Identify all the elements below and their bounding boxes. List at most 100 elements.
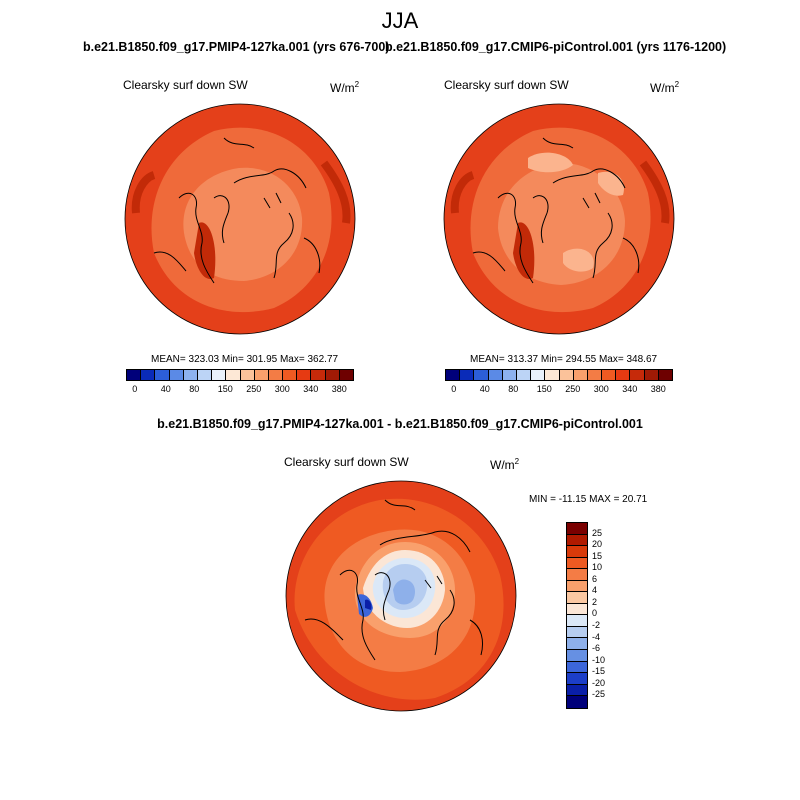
colorbar-tick-label: 10 [592,562,603,573]
colorbar-swatch [446,370,461,380]
colorbar-swatch [567,569,587,581]
colorbar-tick-label: 300 [274,384,290,394]
colorbar-swatch [325,370,340,380]
colorbar-swatch [531,370,546,380]
colorbar-tick-label: -4 [592,631,601,642]
panel2-case-title: b.e21.B1850.f09_g17.CMIP6-piControl.001 … [385,40,727,54]
colorbar-swatch [567,592,587,604]
colorbar-tick-label: 2 [592,596,598,607]
colorbar-tick-label: 40 [160,384,171,394]
diff-colorbar-swatches [566,522,588,709]
colorbar-swatch [587,370,603,380]
diff-variable-label: Clearsky surf down SW [284,455,409,469]
panel2-colorbar-ticks: 0 40 80 150 250 300 340 380 [445,381,673,394]
colorbar-swatch [339,370,353,380]
colorbar-swatch [567,626,587,639]
colorbar-tick-label: 300 [593,384,609,394]
colorbar-swatch [169,370,184,380]
colorbar-swatch [567,523,587,535]
colorbar-tick-label: 20 [592,539,603,550]
diff-colorbar [566,522,588,709]
diff-colorbar-labels: 25 20 15 10 6 4 2 0 -2 -4 -6 -10 -15 -20 -25 [592,522,622,712]
colorbar-swatch [311,370,326,380]
colorbar-swatch [460,370,475,380]
colorbar-tick-label: -10 [592,654,606,665]
colorbar-tick-label: 340 [622,384,638,394]
colorbar-tick-label: 40 [479,384,490,394]
colorbar-swatch [602,370,617,380]
colorbar-swatch [212,370,227,380]
colorbar-swatch [567,650,587,662]
panel2-polar-map [443,103,675,335]
colorbar-tick-label: 340 [303,384,319,394]
colorbar-tick-label: 15 [592,550,603,561]
panel1-colorbar-ticks: 0 40 80 150 250 300 340 380 [126,381,354,394]
colorbar-swatch [254,370,269,380]
panel2-stats: MEAN= 313.37 Min= 294.55 Max= 348.67 [470,354,658,365]
colorbar-tick-label: 0 [592,608,598,619]
colorbar-swatch [502,370,517,380]
colorbar-swatch [488,370,503,380]
colorbar-swatch [658,370,672,380]
colorbar-tick-label: 150 [217,384,233,394]
panel2-variable-label: Clearsky surf down SW [444,78,569,92]
colorbar-swatch [474,370,489,380]
diff-polar-map [285,480,517,712]
panel2-colorbar: 0 40 80 150 250 300 340 380 [445,369,673,394]
panel1-variable-label: Clearsky surf down SW [123,78,248,92]
colorbar-tick-label: -6 [592,643,601,654]
colorbar-swatch [545,370,560,380]
colorbar-swatch [573,370,588,380]
colorbar-swatch [516,370,532,380]
colorbar-swatch [226,370,241,380]
colorbar-swatch [567,534,587,547]
colorbar-swatch [567,661,587,674]
panel2-unit: W/m2 [650,80,680,95]
colorbar-swatch [567,615,587,627]
colorbar-swatch [567,546,587,558]
colorbar-tick-label: 4 [592,585,598,596]
colorbar-tick-label: 150 [536,384,552,394]
colorbar-swatch [268,370,284,380]
colorbar-swatch [559,370,574,380]
colorbar-swatch [567,557,587,570]
colorbar-tick-label: -2 [592,619,601,630]
panel1-stats: MEAN= 323.03 Min= 301.95 Max= 362.77 [151,354,339,365]
colorbar-swatch [183,370,198,380]
panel1-colorbar-swatches [126,369,354,381]
colorbar-swatch [127,370,142,380]
colorbar-tick-label: 250 [565,384,581,394]
colorbar-tick-label: 80 [508,384,519,394]
colorbar-swatch [567,638,587,651]
colorbar-tick-label: 6 [592,573,598,584]
colorbar-swatch [197,370,213,380]
colorbar-tick-label: 380 [331,384,347,394]
colorbar-swatch [567,673,587,685]
colorbar-tick-label: 0 [451,384,457,394]
diff-title: b.e21.B1850.f09_g17.PMIP4-127ka.001 - b.… [157,417,643,431]
colorbar-tick-label: 25 [592,527,603,538]
colorbar-swatch [283,370,298,380]
colorbar-tick-label: -25 [592,689,606,700]
colorbar-tick-label: 80 [189,384,200,394]
colorbar-tick-label: -20 [592,677,606,688]
diff-minmax: MIN = -11.15 MAX = 20.71 [529,494,648,505]
diff-unit: W/m2 [490,457,520,472]
colorbar-swatch [644,370,659,380]
panel2-colorbar-swatches [445,369,673,381]
panel1-polar-map [124,103,356,335]
colorbar-swatch [141,370,156,380]
colorbar-tick-label: -15 [592,666,606,677]
colorbar-swatch [567,696,587,708]
colorbar-swatch [567,580,587,593]
colorbar-tick-label: 250 [246,384,262,394]
colorbar-swatch [297,370,312,380]
colorbar-swatch [567,603,587,616]
colorbar-swatch [240,370,255,380]
colorbar-swatch [630,370,645,380]
colorbar-tick-label: 380 [650,384,666,394]
panel1-unit: W/m2 [330,80,360,95]
season-title: JJA [381,8,419,33]
colorbar-swatch [155,370,170,380]
panel1-colorbar: 0 40 80 150 250 300 340 380 [126,369,354,394]
